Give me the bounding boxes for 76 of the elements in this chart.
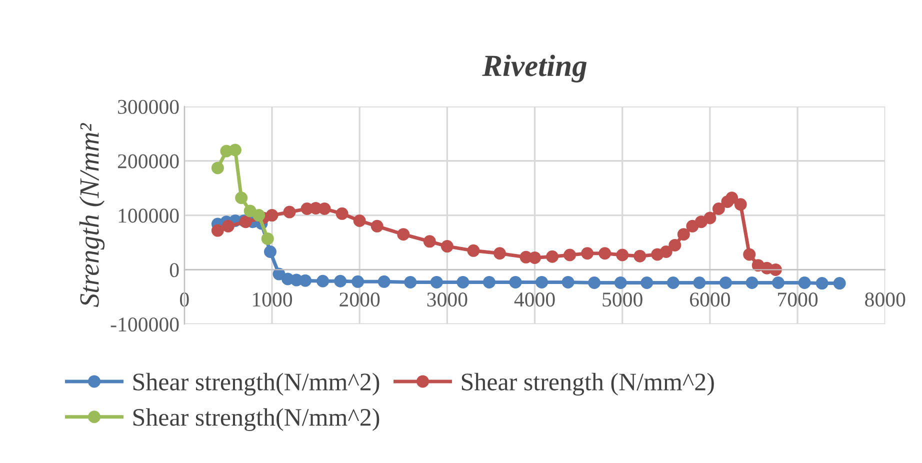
point — [693, 276, 706, 290]
x-tick-label: 8000 — [865, 292, 906, 307]
chart-title: Riveting — [482, 54, 587, 82]
point — [456, 276, 470, 288]
point — [588, 276, 601, 290]
point — [423, 235, 436, 248]
point — [482, 276, 496, 288]
x-tick-label: 7000 — [778, 292, 818, 307]
point — [336, 207, 348, 220]
point — [640, 276, 654, 290]
legend-label: Shear strength(N/mm^2) — [133, 372, 380, 396]
point — [378, 275, 390, 288]
legend-label: Shear strength(N/mm^2) — [133, 408, 380, 431]
point — [228, 144, 242, 156]
point — [712, 202, 725, 216]
point — [467, 244, 480, 257]
y-tick-label: 300000 — [118, 100, 179, 114]
y-axis-title: Strength (N/mm² — [79, 122, 105, 307]
point — [616, 248, 629, 262]
point — [334, 274, 347, 288]
point — [564, 248, 576, 262]
point — [299, 274, 312, 287]
point — [235, 192, 248, 204]
point — [264, 245, 276, 258]
y-tick-label: 0 — [170, 263, 179, 278]
point — [493, 247, 506, 260]
point — [404, 276, 417, 288]
point — [430, 276, 443, 288]
x-tick-label: 6000 — [690, 292, 730, 307]
point — [316, 274, 330, 288]
point — [734, 198, 747, 211]
y-tick-label: -100000 — [110, 317, 179, 332]
x-tick-label: 1000 — [252, 292, 292, 307]
point — [719, 276, 732, 290]
point — [352, 275, 364, 288]
point — [677, 228, 690, 241]
point — [211, 224, 224, 237]
point — [261, 232, 274, 245]
point — [772, 276, 785, 290]
point — [614, 276, 627, 290]
point — [370, 220, 384, 232]
point — [509, 276, 522, 288]
point — [660, 245, 672, 258]
y-tick-label: 100000 — [118, 208, 179, 223]
point — [252, 209, 266, 222]
point — [353, 214, 366, 227]
point — [222, 220, 234, 232]
point — [211, 162, 224, 174]
point — [666, 276, 680, 290]
x-tick-label: 5000 — [602, 292, 642, 307]
point — [743, 248, 756, 261]
x-tick-label: 2000 — [340, 292, 380, 307]
point — [266, 209, 278, 222]
point — [798, 276, 811, 290]
point — [704, 212, 716, 224]
point — [528, 251, 542, 264]
point — [668, 238, 682, 252]
point — [546, 250, 559, 263]
point — [283, 206, 296, 218]
point — [726, 192, 738, 204]
point — [318, 202, 331, 216]
point — [833, 277, 846, 290]
point — [397, 228, 410, 241]
point — [634, 250, 646, 262]
x-tick-label: 3000 — [427, 292, 468, 307]
x-tick-label: 0 — [180, 292, 189, 307]
point — [816, 277, 828, 290]
legend-label: Shear strength (N/mm^2) — [462, 372, 714, 396]
point — [598, 247, 612, 260]
x-tick-label: 4000 — [514, 292, 555, 307]
point — [440, 240, 454, 253]
y-tick-label: 200000 — [118, 154, 179, 168]
point — [536, 276, 548, 288]
point — [746, 276, 758, 290]
point — [562, 276, 574, 288]
point — [581, 247, 594, 260]
